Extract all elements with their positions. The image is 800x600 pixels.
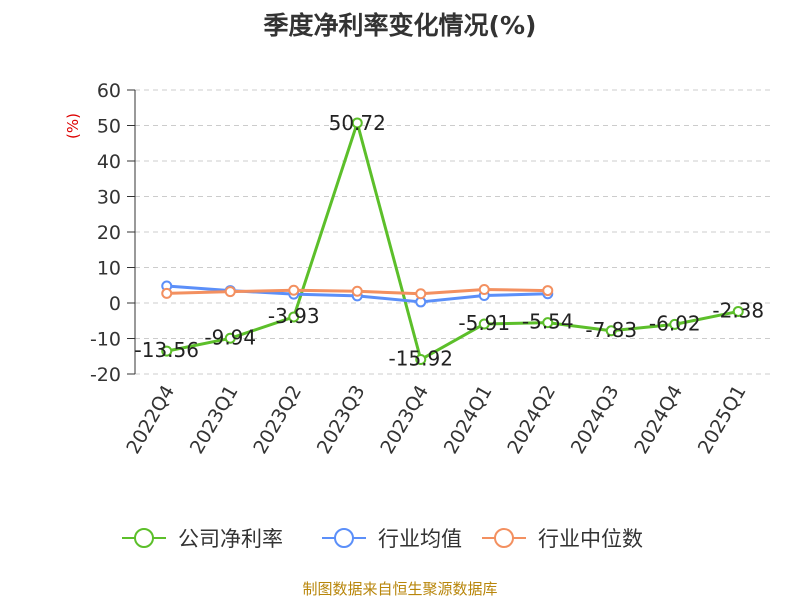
x-tick-label: 2024Q1 [440, 382, 497, 458]
series-line [166, 121, 739, 362]
data-point [415, 354, 427, 366]
x-tick-label: 2024Q4 [630, 382, 687, 458]
y-tick-label: 20 [97, 222, 121, 244]
y-tick-label: 0 [109, 293, 121, 315]
data-point [161, 287, 173, 299]
legend-marker [334, 528, 354, 548]
data-point [542, 285, 554, 297]
legend-label: 行业均值 [378, 527, 462, 551]
data-point [542, 317, 554, 329]
data-label: -7.83 [585, 318, 637, 342]
x-tick-label: 2023Q2 [249, 382, 306, 458]
data-point [669, 318, 681, 330]
data-point [224, 332, 236, 344]
data-point [478, 318, 490, 330]
x-tick-label: 2024Q2 [503, 382, 560, 458]
legend-marker [494, 528, 514, 548]
x-tick-label: 2023Q3 [313, 382, 370, 458]
data-label: -5.54 [522, 310, 574, 334]
data-point [605, 325, 617, 337]
data-label: -9.94 [204, 325, 256, 349]
y-tick-label: 60 [97, 80, 121, 102]
x-tick-label: 2025Q1 [694, 382, 751, 458]
data-point [288, 284, 300, 296]
data-point [288, 311, 300, 323]
data-label: -13.56 [135, 338, 199, 362]
y-tick-label: 50 [97, 116, 121, 138]
data-label: -3.93 [268, 304, 320, 328]
y-tick-label: -10 [90, 329, 121, 351]
data-point [478, 284, 490, 296]
data-point [732, 305, 744, 317]
chart-title: 季度净利率变化情况(%) [263, 11, 537, 40]
y-tick-label: 10 [97, 258, 121, 280]
legend-marker [134, 528, 154, 548]
data-label: 50.72 [329, 111, 386, 135]
y-tick-label: 40 [97, 151, 121, 173]
legend-label: 公司净利率 [178, 527, 283, 551]
x-tick-label: 2022Q4 [122, 382, 179, 458]
y-tick-label: 30 [97, 187, 121, 209]
data-point [351, 117, 363, 129]
data-point [415, 288, 427, 300]
data-label: -5.91 [458, 311, 510, 335]
data-label: -6.02 [649, 311, 701, 335]
data-point [224, 286, 236, 298]
x-tick-label: 2023Q1 [186, 382, 243, 458]
data-label: -2.38 [712, 298, 764, 322]
y-tick-label: -20 [90, 364, 121, 386]
legend-label: 行业中位数 [538, 527, 643, 551]
x-tick-label: 2024Q3 [567, 382, 624, 458]
data-point [161, 345, 173, 357]
data-label: -15.92 [389, 347, 453, 371]
x-tick-label: 2023Q4 [376, 382, 433, 458]
source-note: 制图数据来自恒生聚源数据库 [302, 580, 498, 598]
data-point [351, 285, 363, 297]
y-axis-label: (%) [64, 113, 82, 139]
